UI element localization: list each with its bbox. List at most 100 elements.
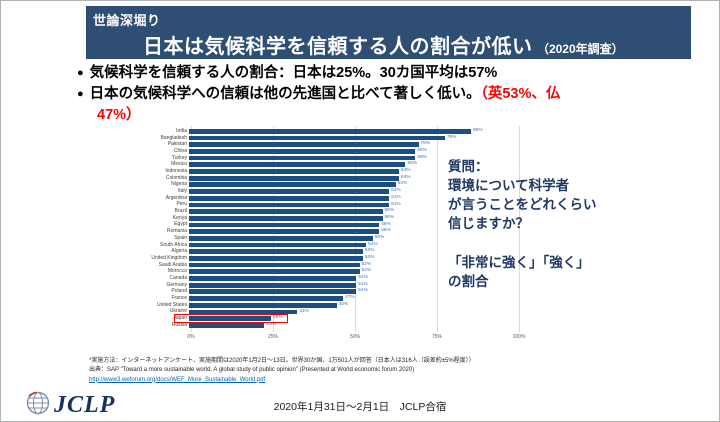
value-label: 58% <box>381 221 391 227</box>
bar <box>189 229 380 235</box>
country-label: Egypt <box>174 221 187 228</box>
chart-row: Peru 61% <box>146 202 566 209</box>
country-label: Canada <box>169 274 187 281</box>
bar <box>189 182 396 188</box>
value-label: 78% <box>446 134 457 140</box>
bar <box>189 135 445 141</box>
chart-row: Pakistan 70% <box>146 141 566 148</box>
value-label: 54% <box>368 241 378 247</box>
value-label: 63% <box>397 181 408 187</box>
bar <box>189 302 337 308</box>
chart-axis: 0% 25% 50% 75% 100% <box>146 334 566 342</box>
bar <box>189 316 271 321</box>
value-label: 86% <box>473 127 483 133</box>
header-banner: 世論深堀り 日本は気候科学を信頼する人の割合が低い （2020年調査） <box>86 6 691 59</box>
value-label: 59% <box>384 208 395 214</box>
country-label: Pakistan <box>167 141 187 148</box>
country-label: Mexico <box>171 161 187 168</box>
chart-row: United Kingdom 53% <box>146 255 566 262</box>
value-label: 52% <box>361 261 372 267</box>
chart-row: Argentina 61% <box>146 195 566 202</box>
country-label: Russia <box>171 321 187 328</box>
chart-row: India 86% <box>146 128 566 135</box>
country-label: United States <box>156 301 187 308</box>
value-label: 64% <box>400 168 411 174</box>
country-label: Kenya <box>172 214 187 221</box>
bullet-2-red-text-line2: 47%） <box>97 107 141 123</box>
value-label: 25% <box>273 315 283 321</box>
bar <box>189 235 373 241</box>
value-label: 53% <box>364 255 375 260</box>
bar <box>189 276 357 281</box>
chart-row: Russia 23% <box>146 322 566 329</box>
jclp-logo: JCLP <box>25 390 115 421</box>
value-label: 45% <box>338 301 349 307</box>
bar <box>189 128 472 134</box>
bar <box>189 282 357 288</box>
globe-icon <box>25 390 51 421</box>
chart-row: Turkey 69% <box>146 155 566 162</box>
chart-row: Canada 51% <box>146 275 566 282</box>
bullet-icon: ● <box>77 88 84 100</box>
country-label: France <box>171 295 187 302</box>
bar <box>189 256 363 261</box>
gridline <box>437 126 438 332</box>
country-label: Germany <box>166 281 187 288</box>
bar <box>189 209 383 214</box>
bar <box>189 142 419 148</box>
chart-row: United States 45% <box>146 302 566 309</box>
chart-row: Indonesia 64% <box>146 168 566 175</box>
country-label: Italy <box>177 188 187 195</box>
chart-row: Italy 61% <box>146 188 566 195</box>
chart-row: Romania 58% <box>146 228 566 235</box>
country-label: Peru <box>176 201 187 208</box>
value-label: 61% <box>391 188 401 194</box>
value-label: 58% <box>381 228 391 234</box>
country-label: Romania <box>166 228 187 235</box>
country-label: China <box>173 147 187 154</box>
bar <box>189 222 380 228</box>
country-label: South Africa <box>160 241 187 248</box>
bullet-item-1: ● 気候科学を信頼する人の割合：日本は25%。30カ国平均は57% <box>77 63 707 84</box>
title-text: 日本は気候科学を信頼する人の割合が低い <box>143 36 533 58</box>
chart-row: Japan 25% <box>146 313 566 323</box>
axis-tick: 50% <box>349 334 361 340</box>
gridline <box>191 126 192 332</box>
bullet-icon: ● <box>77 67 84 79</box>
chart-row: Mexico 66% <box>146 161 566 168</box>
value-label: 64% <box>400 174 411 180</box>
bullet-item-2: ● 日本の気候科学への信頼は他の先進国と比べて著しく低い。（英53%、仏 47%） <box>77 84 707 126</box>
chart-row: France 47% <box>146 295 566 302</box>
title-suffix: （2020年調査） <box>536 42 624 56</box>
value-label: 61% <box>391 194 401 200</box>
footnote-line-1: *実施方法：インターネットアンケート、実施期間は2020年1月2日～13日。世界… <box>89 358 475 364</box>
chart-rows: India 86% Bangladesh 78% Pakistan 70% China 69%… <box>146 128 566 329</box>
bar <box>189 169 399 174</box>
chart-row: Morocco 52% <box>146 268 566 275</box>
value-label: 61% <box>391 201 401 207</box>
country-label: Nigeria <box>171 181 187 188</box>
bar <box>189 155 416 161</box>
country-label: Spain <box>174 234 187 241</box>
logo-text: JCLP <box>54 392 116 418</box>
bar <box>189 296 344 301</box>
bar <box>189 322 265 328</box>
chart-row: Poland 51% <box>146 289 566 296</box>
chart-row: Ukraine 33% <box>146 309 566 316</box>
chart-row: South Africa 54% <box>146 242 566 249</box>
country-label: Morocco <box>167 268 187 275</box>
bar <box>189 149 416 154</box>
bar <box>189 215 383 221</box>
value-label: 59% <box>384 214 395 220</box>
chart-row: China 69% <box>146 148 566 155</box>
country-label: Colombia <box>165 174 187 181</box>
chart-row: Colombia 64% <box>146 175 566 182</box>
bullet-list: ● 気候科学を信頼する人の割合：日本は25%。30カ国平均は57% ● 日本の気候科… <box>77 63 707 126</box>
footnote-line-2: 出典：SAP "Toward a more sustainable world,… <box>89 367 415 374</box>
bar <box>189 309 298 315</box>
trust-bar-chart: India 86% Bangladesh 78% Pakistan 70% China 69%… <box>146 125 566 353</box>
source-link[interactable]: http://www3.weforum.org/docs/WEF_More_Su… <box>89 376 266 383</box>
gridline <box>355 126 356 332</box>
bar <box>189 195 390 201</box>
bar <box>189 202 390 208</box>
